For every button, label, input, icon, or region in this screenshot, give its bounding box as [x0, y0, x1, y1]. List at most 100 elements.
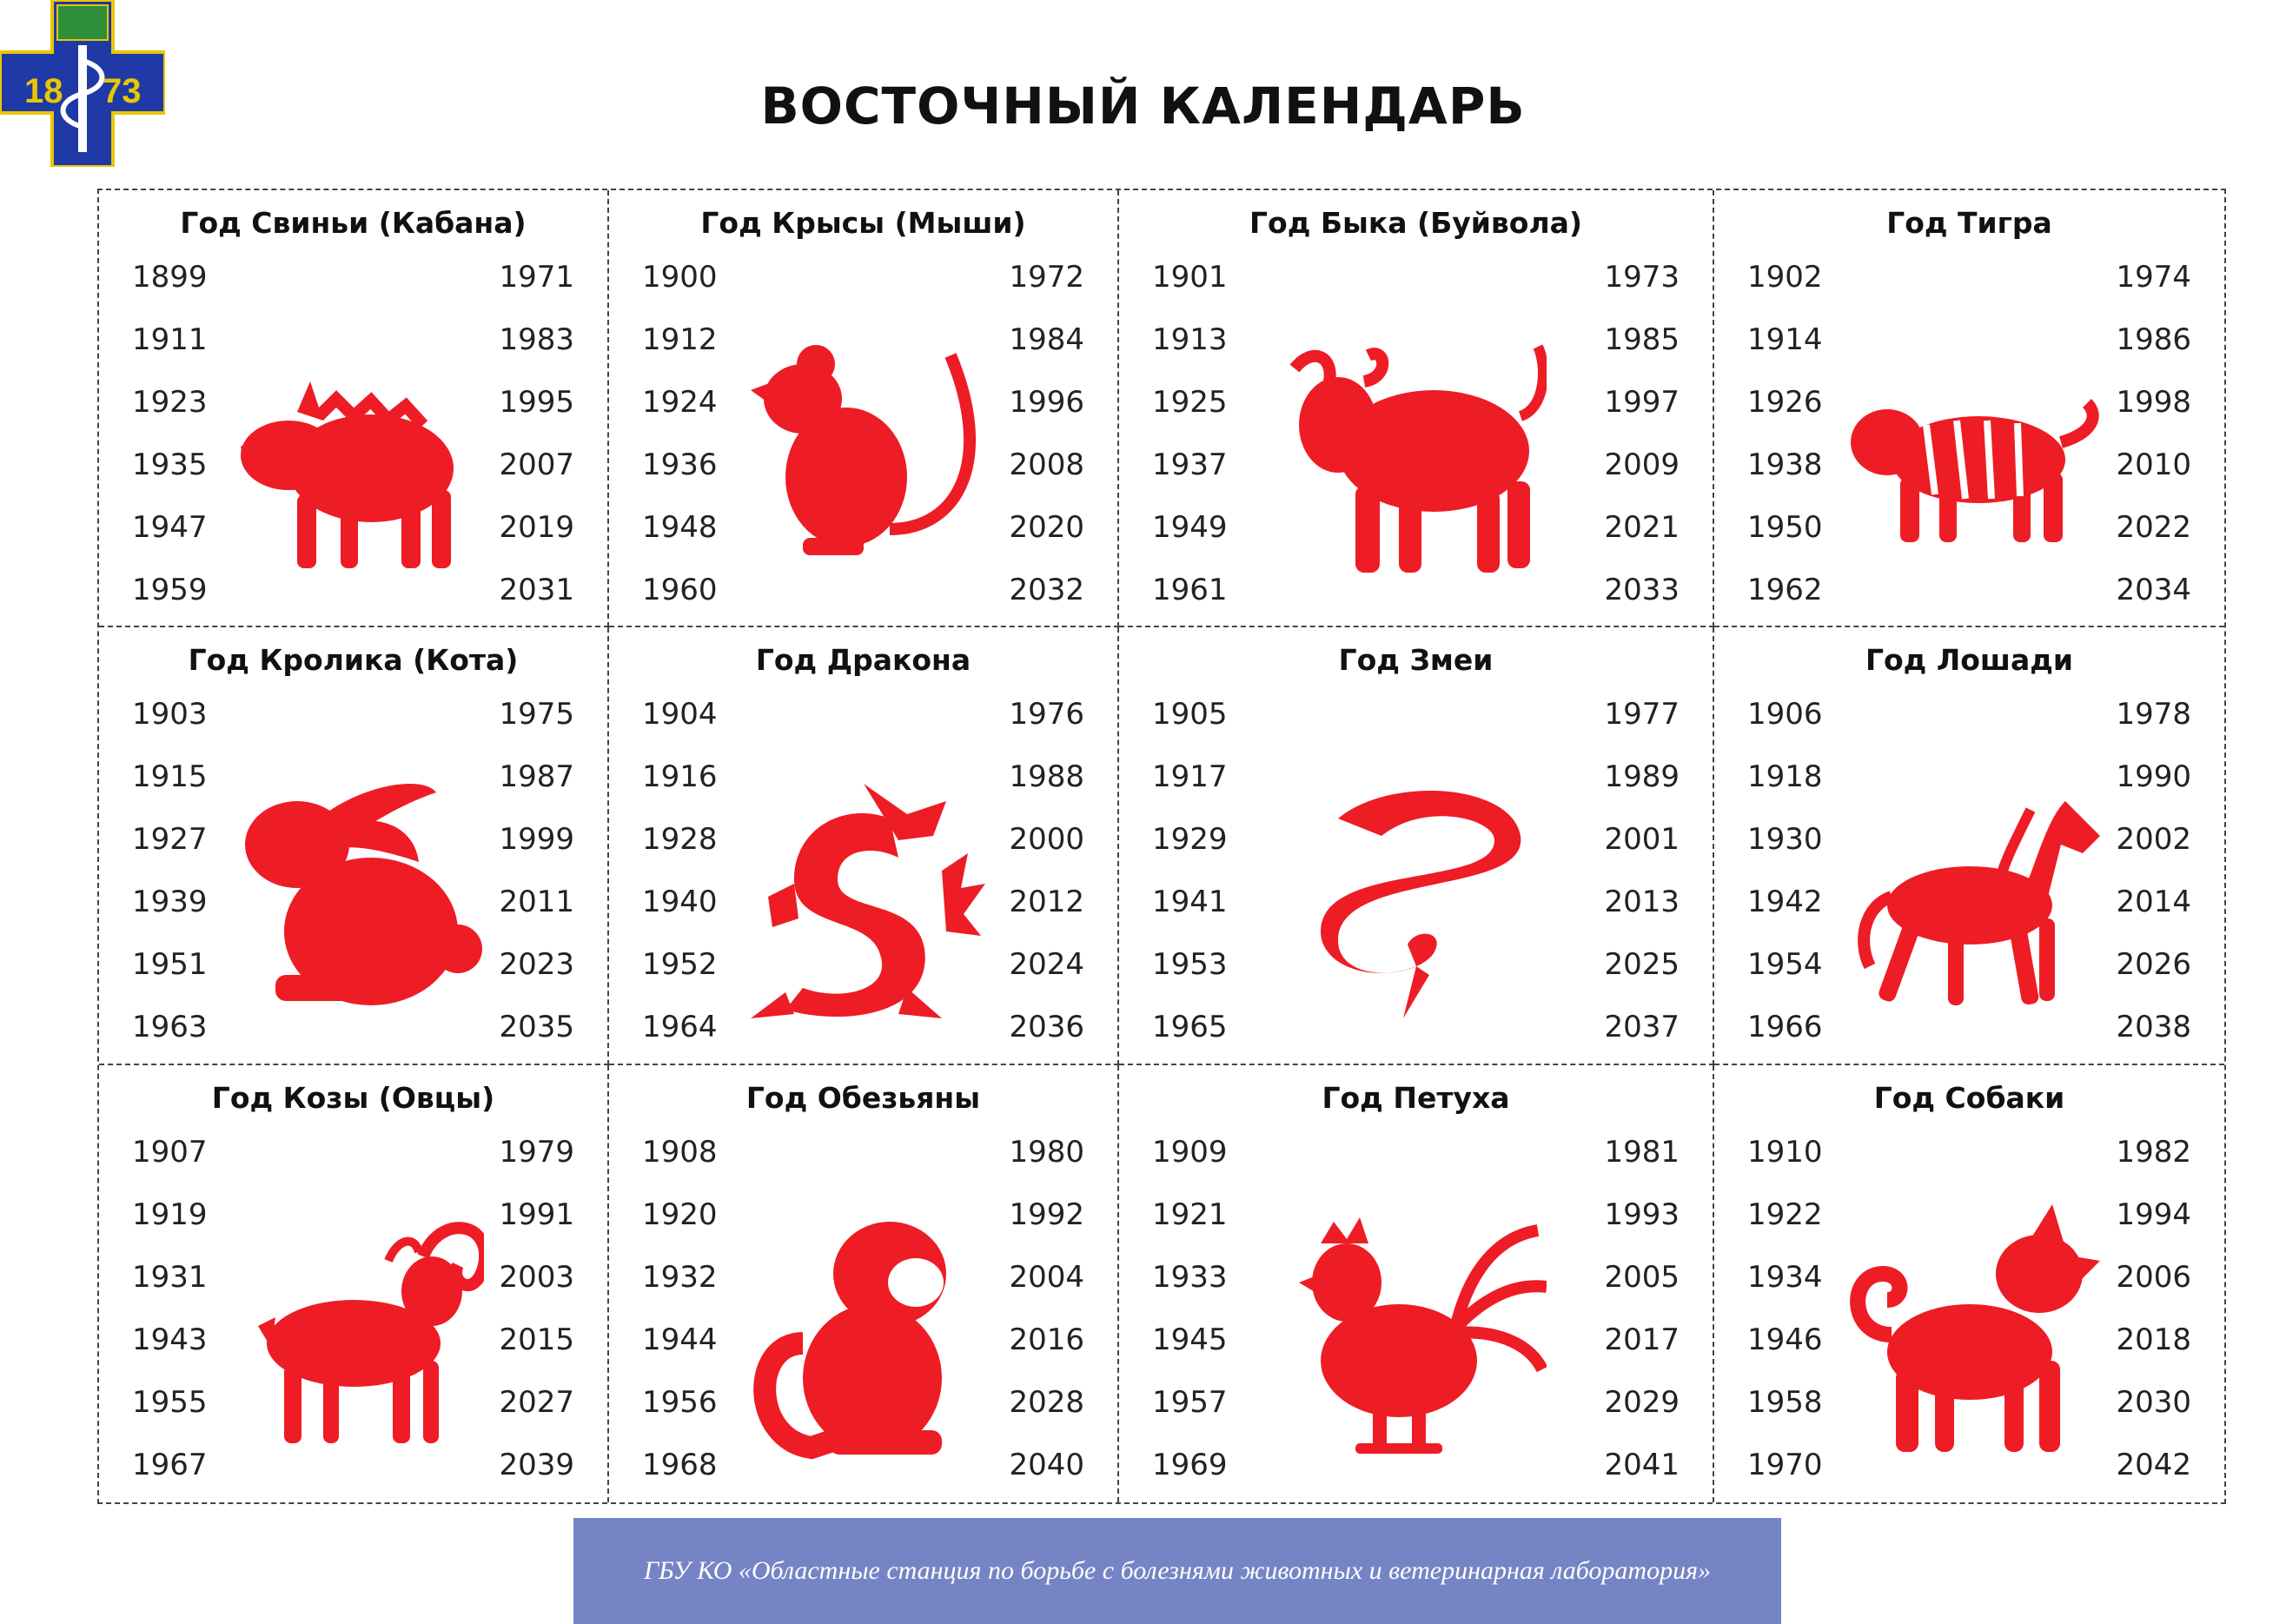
horse-icon: [1839, 766, 2100, 1027]
year-value: 1997: [1604, 385, 1680, 420]
year-value: 2031: [499, 573, 574, 607]
year-value: 1956: [642, 1384, 718, 1420]
year-value: 1993: [1604, 1196, 1680, 1232]
years-column-right: 1982 1994 2006 2018 2030 2042: [2116, 1137, 2191, 1512]
year-value: 2028: [1009, 1384, 1084, 1420]
year-value: 1988: [1009, 759, 1084, 795]
year-value: 2012: [1009, 885, 1084, 920]
year-value: 1934: [1747, 1259, 1823, 1295]
zodiac-cell-title: Год Собаки: [1873, 1080, 2065, 1115]
year-value: 1992: [1009, 1196, 1084, 1232]
year-value: 2027: [499, 1384, 574, 1420]
year-value: 1975: [499, 697, 574, 732]
year-value: 2011: [499, 885, 574, 920]
year-value: 1959: [132, 573, 208, 607]
years-column-left: 1905 1917 1929 1941 1953 1965: [1152, 699, 1228, 1074]
years-column-right: 1977 1989 2001 2013 2025 2037: [1604, 699, 1680, 1074]
year-value: 2018: [2116, 1322, 2191, 1357]
year-value: 1931: [132, 1259, 208, 1295]
year-value: 1973: [1604, 260, 1680, 295]
year-value: 1920: [642, 1196, 718, 1232]
zodiac-cell: Год Дракона 1904 1916 1928 1940 1952 1964 1976 1…: [609, 627, 1119, 1065]
year-value: 2008: [1009, 447, 1084, 482]
years-column-left: 1902 1914 1926 1938 1950 1962: [1747, 262, 1823, 637]
years-column-right: 1972 1984 1996 2008 2020 2032: [1009, 262, 1084, 637]
years-column-right: 1971 1983 1995 2007 2019 2031: [499, 262, 574, 637]
year-value: 1963: [132, 1010, 208, 1045]
dog-icon: [1839, 1203, 2100, 1465]
zodiac-cell-title: Год Петуха: [1322, 1080, 1510, 1115]
year-value: 2025: [1604, 947, 1680, 983]
years-column-right: 1976 1988 2000 2012 2024 2036: [1009, 699, 1084, 1074]
year-value: 1932: [642, 1259, 718, 1295]
year-value: 2005: [1604, 1259, 1680, 1295]
snake-icon: [1286, 766, 1547, 1027]
zodiac-cell: Год Лошади 1906 1918 1930 1942 1954 1966 1978 19…: [1714, 627, 2224, 1065]
year-value: 1977: [1604, 697, 1680, 732]
year-value: 1960: [642, 573, 718, 607]
year-value: 2036: [1009, 1010, 1084, 1045]
year-value: 1919: [132, 1196, 208, 1232]
year-value: 1989: [1604, 759, 1680, 795]
year-value: 1981: [1604, 1134, 1680, 1170]
year-value: 1941: [1152, 885, 1228, 920]
years-column-right: 1974 1986 1998 2010 2022 2034: [2116, 262, 2191, 637]
year-value: 1967: [132, 1447, 208, 1482]
zodiac-cell-title: Год Кролика (Кота): [188, 643, 519, 678]
year-value: 1908: [642, 1134, 718, 1170]
year-value: 2039: [499, 1447, 574, 1482]
year-value: 1969: [1152, 1447, 1228, 1482]
rabbit-icon: [223, 766, 484, 1027]
year-value: 2022: [2116, 510, 2191, 545]
year-value: 2021: [1604, 510, 1680, 545]
year-value: 2038: [2116, 1010, 2191, 1045]
zodiac-cell: Год Быка (Буйвола) 1901 1913 1925 1937 1949 19…: [1119, 190, 1714, 628]
year-value: 1999: [499, 822, 574, 858]
year-value: 1942: [1747, 885, 1823, 920]
year-value: 1952: [642, 947, 718, 983]
year-value: 1961: [1152, 573, 1228, 607]
year-value: 2024: [1009, 947, 1084, 983]
year-value: 1949: [1152, 510, 1228, 545]
zodiac-cell-title: Год Обезьяны: [745, 1080, 981, 1115]
zodiac-cell-title: Год Быка (Буйвола): [1249, 206, 1582, 240]
boar-icon: [223, 329, 484, 590]
year-value: 1996: [1009, 385, 1084, 420]
monkey-icon: [733, 1204, 994, 1465]
year-value: 1927: [132, 822, 208, 858]
year-value: 2009: [1604, 447, 1680, 482]
zodiac-cell: Год Собаки 1910 1922 1934 1946 1958 1970 1982 19…: [1714, 1065, 2224, 1502]
year-value: 2000: [1009, 822, 1084, 858]
years-column-left: 1903 1915 1927 1939 1951 1963: [132, 699, 208, 1074]
year-value: 2004: [1009, 1259, 1084, 1295]
year-value: 2016: [1009, 1322, 1084, 1357]
year-value: 1976: [1009, 697, 1084, 732]
year-value: 1922: [1747, 1196, 1823, 1232]
year-value: 2030: [2116, 1384, 2191, 1420]
year-value: 2040: [1009, 1447, 1084, 1482]
zodiac-cell: Год Козы (Овцы) 1907 1919 1931 1943 1955 1967 1…: [99, 1064, 609, 1502]
years-column-left: 1899 1911 1923 1935 1947 1959: [132, 262, 208, 637]
year-value: 1955: [132, 1384, 208, 1420]
years-column-right: 1979 1991 2003 2015 2027 2039: [499, 1137, 574, 1512]
page-title: ВОСТОЧНЫЙ КАЛЕНДАРЬ: [760, 76, 1526, 136]
year-value: 1984: [1009, 322, 1084, 357]
year-value: 1982: [2116, 1134, 2191, 1170]
year-value: 2033: [1604, 573, 1680, 607]
zodiac-cell-title: Год Змеи: [1338, 643, 1494, 678]
year-value: 2041: [1604, 1447, 1680, 1482]
year-value: 1912: [642, 322, 718, 357]
year-value: 1968: [642, 1447, 718, 1482]
year-value: 1907: [132, 1134, 208, 1170]
zodiac-cell-title: Год Козы (Овцы): [211, 1080, 495, 1115]
year-value: 1910: [1747, 1134, 1823, 1170]
year-value: 1983: [499, 322, 574, 357]
years-column-left: 1910 1922 1934 1946 1958 1970: [1747, 1137, 1823, 1512]
year-value: 1962: [1747, 573, 1823, 607]
year-value: 1978: [2116, 697, 2191, 732]
zodiac-cell-title: Год Свиньи (Кабана): [180, 206, 527, 240]
year-value: 1951: [132, 947, 208, 983]
year-value: 1957: [1152, 1384, 1228, 1420]
year-value: 1944: [642, 1322, 718, 1357]
year-value: 2029: [1604, 1384, 1680, 1420]
